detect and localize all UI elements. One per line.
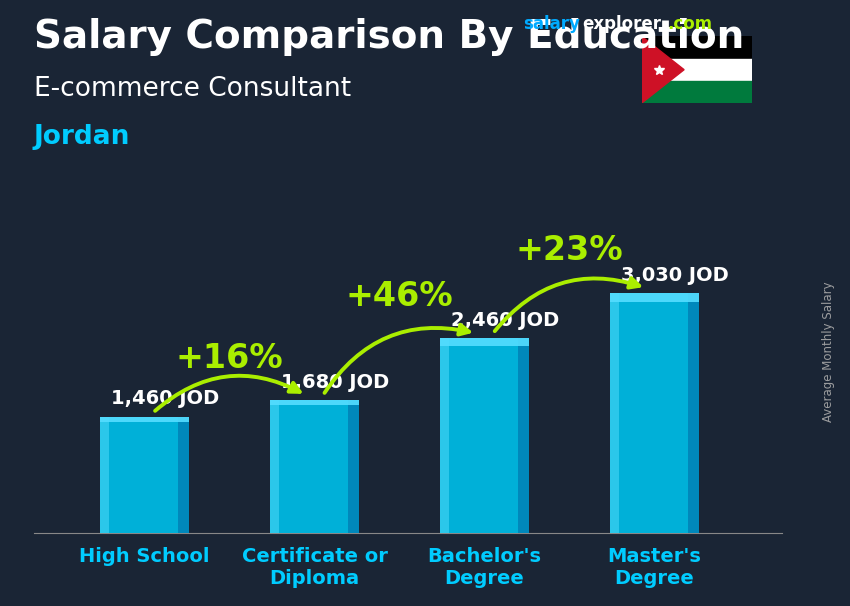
Bar xyxy=(348,400,359,533)
Text: E-commerce Consultant: E-commerce Consultant xyxy=(34,76,351,102)
Text: Salary Comparison By Education: Salary Comparison By Education xyxy=(34,18,745,56)
Text: salary: salary xyxy=(523,15,580,33)
Bar xyxy=(270,400,279,533)
Bar xyxy=(440,338,529,533)
Text: 2,460 JOD: 2,460 JOD xyxy=(450,311,559,330)
Text: Jordan: Jordan xyxy=(34,124,130,150)
Text: .com: .com xyxy=(667,15,712,33)
Bar xyxy=(610,293,699,533)
Bar xyxy=(642,59,752,81)
Text: 1,460 JOD: 1,460 JOD xyxy=(110,389,219,408)
Polygon shape xyxy=(642,36,684,103)
Bar xyxy=(178,418,189,533)
Bar xyxy=(642,36,752,59)
Bar xyxy=(100,418,109,533)
Text: explorer: explorer xyxy=(582,15,661,33)
Bar xyxy=(610,293,699,302)
Text: +46%: +46% xyxy=(346,279,453,313)
Bar xyxy=(440,338,529,346)
Bar xyxy=(440,338,449,533)
Bar xyxy=(270,400,359,533)
Text: 3,030 JOD: 3,030 JOD xyxy=(621,266,728,285)
Bar xyxy=(518,338,529,533)
Bar xyxy=(642,81,752,103)
Text: 1,680 JOD: 1,680 JOD xyxy=(280,373,389,392)
Bar xyxy=(688,293,699,533)
Bar xyxy=(100,418,189,533)
Text: Average Monthly Salary: Average Monthly Salary xyxy=(822,281,836,422)
Bar xyxy=(610,293,619,533)
Bar xyxy=(270,400,359,405)
Text: +23%: +23% xyxy=(516,235,623,267)
Bar xyxy=(100,418,189,422)
Text: +16%: +16% xyxy=(176,342,283,375)
